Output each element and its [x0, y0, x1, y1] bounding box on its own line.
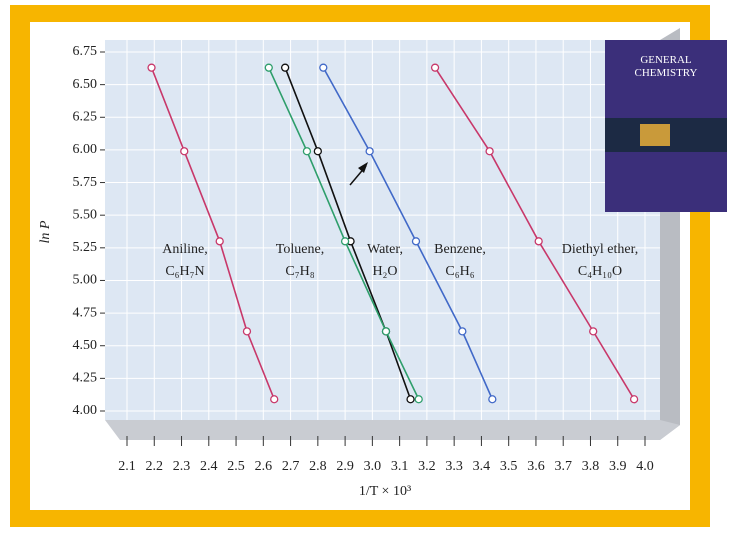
- data-point: [265, 64, 272, 71]
- y-tick-label: 5.75: [73, 175, 98, 190]
- x-axis-title: 1/T × 10³: [359, 484, 411, 499]
- x-tick-label: 2.6: [255, 459, 273, 474]
- y-tick-label: 5.00: [73, 273, 98, 288]
- y-tick-label: 6.25: [73, 109, 98, 124]
- x-tick-label: 2.1: [118, 459, 136, 474]
- cover-image: [640, 124, 670, 146]
- data-point: [366, 148, 373, 155]
- data-point: [148, 64, 155, 71]
- data-point: [415, 396, 422, 403]
- y-tick-label: 4.50: [73, 338, 98, 353]
- y-tick-label: 4.25: [73, 371, 98, 386]
- data-point: [486, 148, 493, 155]
- data-point: [412, 238, 419, 245]
- x-tick-label: 2.3: [173, 459, 191, 474]
- floor: [105, 420, 680, 440]
- y-tick-label: 5.50: [73, 207, 98, 222]
- data-point: [243, 328, 250, 335]
- data-point: [383, 328, 390, 335]
- x-tick-label: 3.8: [582, 459, 600, 474]
- data-point: [320, 64, 327, 71]
- data-point: [282, 64, 289, 71]
- y-tick-label: 6.75: [73, 44, 98, 59]
- data-point: [342, 238, 349, 245]
- data-point: [271, 396, 278, 403]
- x-tick-label: 3.3: [445, 459, 463, 474]
- data-point: [216, 238, 223, 245]
- y-tick-label: 6.50: [73, 77, 98, 92]
- x-tick-label: 2.4: [200, 459, 218, 474]
- data-point: [303, 148, 310, 155]
- data-point: [535, 238, 542, 245]
- slide: 4.00 4.25 4.50 4.75 5.00 5.25 5.50 5.75 6.00 6.25…: [0, 0, 735, 535]
- data-point: [459, 328, 466, 335]
- data-point: [631, 396, 638, 403]
- x-tick-label: 3.1: [391, 459, 409, 474]
- x-tick-label: 2.8: [309, 459, 327, 474]
- data-point: [432, 64, 439, 71]
- data-point: [181, 148, 188, 155]
- data-point: [314, 148, 321, 155]
- data-point: [407, 396, 414, 403]
- x-tick-label: 3.0: [364, 459, 382, 474]
- x-tick-label: 4.0: [636, 459, 654, 474]
- plot-area: [105, 40, 660, 420]
- x-tick-label: 3.5: [500, 459, 518, 474]
- x-tick-label: 2.5: [227, 459, 245, 474]
- y-tick-label: 5.25: [73, 240, 98, 255]
- data-point: [489, 396, 496, 403]
- data-point: [590, 328, 597, 335]
- x-tick-label: 3.2: [418, 459, 436, 474]
- x-tick-label: 2.9: [336, 459, 354, 474]
- y-tick-label: 6.00: [73, 142, 98, 157]
- x-tick-label: 3.4: [473, 459, 491, 474]
- x-tick-label: 2.7: [282, 459, 300, 474]
- y-tick-label: 4.00: [73, 403, 98, 418]
- x-tick-label: 3.7: [554, 459, 572, 474]
- y-axis-title: ln P: [38, 220, 53, 243]
- y-tick-label: 4.75: [73, 305, 98, 320]
- x-tick-label: 3.6: [527, 459, 545, 474]
- x-tick-label: 2.2: [146, 459, 164, 474]
- x-tick-label: 3.9: [609, 459, 627, 474]
